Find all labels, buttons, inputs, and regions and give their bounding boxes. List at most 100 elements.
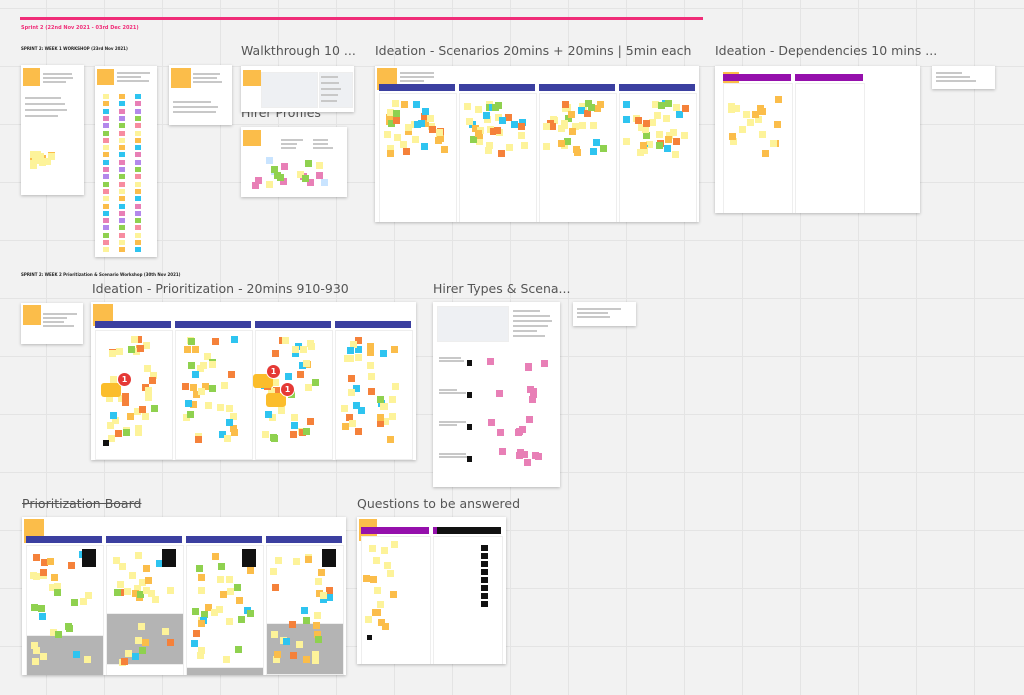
sticky-note[interactable] bbox=[422, 120, 429, 127]
sticky-note[interactable] bbox=[377, 420, 384, 427]
sticky-note[interactable] bbox=[139, 579, 146, 586]
sticky-note[interactable] bbox=[505, 114, 512, 121]
sticky-note[interactable] bbox=[316, 172, 323, 179]
sticky-note[interactable] bbox=[355, 337, 362, 344]
sticky-note[interactable] bbox=[682, 105, 689, 112]
sticky-note[interactable] bbox=[638, 124, 645, 131]
sticky-note[interactable] bbox=[367, 349, 374, 356]
sticky-note[interactable] bbox=[103, 240, 109, 245]
sticky-note[interactable] bbox=[739, 126, 746, 133]
frame-notes[interactable] bbox=[169, 65, 232, 125]
sticky-note[interactable] bbox=[646, 141, 653, 148]
sticky-note[interactable] bbox=[475, 106, 482, 113]
sticky-note[interactable] bbox=[666, 132, 673, 139]
sticky-note[interactable] bbox=[31, 604, 38, 611]
sticky-note[interactable] bbox=[135, 159, 141, 165]
sticky-note[interactable] bbox=[196, 565, 203, 572]
sticky-note[interactable] bbox=[44, 158, 51, 165]
sticky-note[interactable] bbox=[391, 346, 398, 353]
sticky-note[interactable] bbox=[103, 218, 109, 224]
sticky-note[interactable] bbox=[109, 350, 116, 357]
sticky-note[interactable] bbox=[255, 177, 262, 184]
sticky-note[interactable] bbox=[405, 124, 412, 131]
sticky-note[interactable] bbox=[367, 635, 372, 640]
sticky-note[interactable] bbox=[119, 181, 125, 187]
sticky-note[interactable] bbox=[190, 384, 197, 391]
sticky-note[interactable] bbox=[145, 577, 152, 584]
sticky-note[interactable] bbox=[743, 111, 750, 118]
sticky-note[interactable] bbox=[148, 590, 155, 597]
sticky-note[interactable] bbox=[296, 641, 303, 648]
sticky-note[interactable] bbox=[488, 419, 495, 426]
sticky-note[interactable] bbox=[481, 553, 488, 559]
sticky-note[interactable] bbox=[135, 94, 141, 99]
sticky-note[interactable] bbox=[125, 650, 132, 657]
sticky-note[interactable] bbox=[274, 172, 281, 179]
sticky-note[interactable] bbox=[71, 599, 78, 606]
sticky-note[interactable] bbox=[759, 108, 766, 115]
sticky-note[interactable] bbox=[315, 636, 322, 643]
sticky-note[interactable] bbox=[209, 361, 216, 368]
sticky-note[interactable] bbox=[121, 658, 128, 665]
sticky-note[interactable] bbox=[135, 108, 141, 114]
sticky-note[interactable] bbox=[127, 413, 134, 420]
sticky-note[interactable] bbox=[234, 584, 241, 591]
sticky-note[interactable] bbox=[270, 568, 277, 575]
sticky-note[interactable] bbox=[144, 365, 151, 372]
sticky-note[interactable] bbox=[143, 565, 150, 572]
sticky-note[interactable] bbox=[162, 628, 169, 635]
frame-hirer-types[interactable] bbox=[433, 302, 560, 487]
sticky-note[interactable] bbox=[594, 105, 601, 112]
sticky-note[interactable] bbox=[467, 392, 472, 398]
sticky-note[interactable] bbox=[135, 137, 141, 143]
sticky-note[interactable] bbox=[387, 109, 394, 116]
sticky-note[interactable] bbox=[119, 232, 125, 238]
sticky-note[interactable] bbox=[274, 651, 281, 658]
sticky-note[interactable] bbox=[187, 411, 194, 418]
sticky-note[interactable] bbox=[292, 346, 299, 353]
frame-intro-2[interactable] bbox=[21, 303, 83, 344]
sticky-note[interactable] bbox=[271, 435, 278, 442]
sticky-note[interactable] bbox=[198, 587, 205, 594]
sticky-note[interactable] bbox=[623, 138, 630, 145]
comment-icon[interactable] bbox=[266, 393, 286, 407]
sticky-note[interactable] bbox=[124, 588, 131, 595]
sticky-note[interactable] bbox=[247, 567, 254, 574]
sticky-note[interactable] bbox=[314, 631, 321, 638]
sticky-note[interactable] bbox=[97, 69, 114, 85]
sticky-note[interactable] bbox=[730, 138, 737, 145]
sticky-note[interactable] bbox=[543, 143, 550, 150]
sticky-note[interactable] bbox=[511, 121, 518, 128]
sticky-note[interactable] bbox=[475, 130, 482, 137]
sticky-note[interactable] bbox=[106, 395, 113, 402]
sticky-note[interactable] bbox=[676, 111, 683, 118]
sticky-note[interactable] bbox=[135, 429, 142, 436]
sticky-note[interactable] bbox=[481, 569, 488, 575]
sticky-note[interactable] bbox=[387, 150, 394, 157]
sticky-note[interactable] bbox=[289, 621, 296, 628]
sticky-note[interactable] bbox=[350, 341, 357, 348]
sticky-note[interactable] bbox=[565, 115, 572, 122]
sticky-note[interactable] bbox=[519, 119, 526, 126]
sticky-note[interactable] bbox=[467, 424, 472, 430]
sticky-note[interactable] bbox=[380, 350, 387, 357]
sticky-note[interactable] bbox=[142, 639, 149, 646]
sticky-note[interactable] bbox=[377, 396, 384, 403]
sticky-note[interactable] bbox=[747, 119, 754, 126]
sticky-note[interactable] bbox=[414, 121, 421, 128]
sticky-note[interactable] bbox=[369, 545, 376, 552]
sticky-note[interactable] bbox=[518, 132, 525, 139]
sticky-note[interactable] bbox=[137, 591, 144, 598]
sticky-note[interactable] bbox=[93, 304, 113, 326]
sticky-note[interactable] bbox=[23, 305, 41, 325]
sticky-note[interactable] bbox=[47, 558, 54, 565]
sticky-note[interactable] bbox=[135, 218, 141, 224]
sticky-note[interactable] bbox=[226, 419, 233, 426]
sticky-note[interactable] bbox=[30, 160, 37, 167]
comment-icon[interactable] bbox=[101, 383, 121, 397]
sticky-note[interactable] bbox=[54, 589, 61, 596]
sticky-note[interactable] bbox=[119, 123, 125, 129]
sticky-note[interactable] bbox=[115, 430, 122, 437]
sticky-note[interactable] bbox=[119, 137, 125, 143]
sticky-note[interactable] bbox=[103, 94, 109, 99]
